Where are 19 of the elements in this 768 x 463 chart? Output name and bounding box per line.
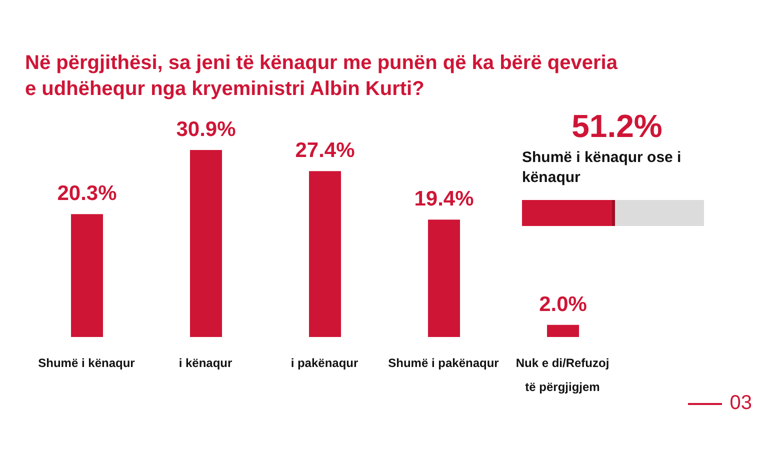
x-tick-label: Nuk e di/Refuzoj të përgjigjem <box>516 356 610 394</box>
text: 03 <box>730 392 752 415</box>
bar <box>71 214 103 337</box>
bar <box>547 324 579 337</box>
data-label: 30.9% <box>176 118 236 141</box>
x-tick-label: i kënaqur <box>178 356 232 370</box>
data-label: 19.4% <box>414 188 474 211</box>
bar <box>190 150 222 337</box>
bar <box>309 171 341 337</box>
data-label: 2.0% <box>539 292 588 316</box>
chart-title: Në përgjithësi, sa jeni të kënaqur me punën që ka bërë qeveria e udhëhequr nga kryeministri Albin Kurti? <box>25 51 619 102</box>
bar <box>428 220 460 337</box>
data-label: 27.4% <box>295 139 356 162</box>
data-label: 51.2% <box>570 108 664 145</box>
x-tick-label: i pakënaqur <box>290 356 359 370</box>
x-tick-label: Shumë i pakënaqur <box>388 356 500 370</box>
text: Shumë i kënaqur ose i kënaqur <box>522 148 682 188</box>
data-label: 20.3% <box>57 182 118 206</box>
x-tick-label: Shumë i kënaqur <box>38 356 136 370</box>
